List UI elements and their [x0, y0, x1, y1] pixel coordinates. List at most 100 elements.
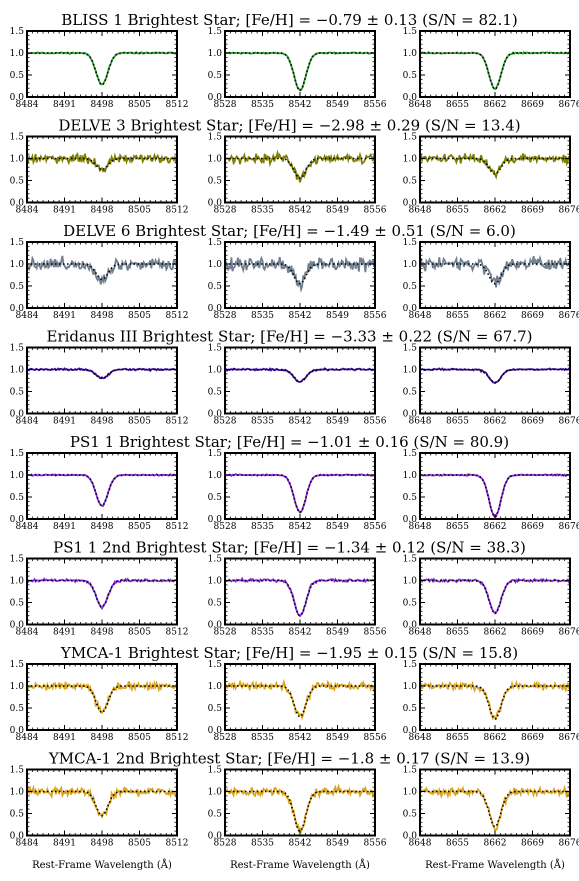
y-tick-label: 1.5	[10, 238, 25, 248]
y-tick-label: 0.5	[403, 704, 418, 714]
x-tick-label: 8676	[559, 839, 579, 849]
x-tick-label: 8648	[409, 206, 432, 216]
observed-spectrum-line	[225, 367, 375, 383]
x-tick-label: 8535	[251, 206, 274, 216]
y-tick-label: 0.0	[208, 832, 223, 842]
x-tick-label: 8662	[484, 839, 507, 849]
observed-spectrum-line	[225, 576, 375, 618]
y-tick-label: 1.5	[403, 660, 418, 670]
y-tick-label: 0.5	[208, 282, 223, 292]
x-tick-label: 8676	[559, 100, 579, 110]
spectrum-panel	[26, 768, 178, 837]
model-fit-line	[225, 52, 375, 92]
axes-frame	[224, 663, 376, 731]
y-tick-label: 1.0	[10, 49, 25, 59]
x-tick-label: 8556	[364, 628, 387, 638]
y-tick-label: 0.5	[10, 388, 25, 398]
y-tick-label: 1.0	[208, 155, 223, 165]
x-tick-label: 8491	[53, 733, 76, 743]
x-tick-label: 8528	[214, 100, 237, 110]
y-tick-label: 0.5	[10, 282, 25, 292]
x-tick-label: 8535	[251, 522, 274, 532]
axes-frame	[419, 135, 571, 204]
y-tick-label: 0.0	[10, 93, 25, 103]
x-tick-label: 8556	[364, 733, 387, 743]
y-tick-label: 1.5	[403, 766, 418, 776]
x-tick-label: 8528	[214, 733, 237, 743]
spectrum-panel	[224, 452, 376, 520]
x-tick-label: 8648	[409, 733, 432, 743]
x-tick-label: 8528	[214, 206, 237, 216]
observed-spectrum-line	[27, 784, 177, 820]
model-fit-line	[27, 52, 177, 86]
x-tick-label: 8669	[521, 628, 544, 638]
y-tick-label: 1.5	[208, 555, 223, 565]
x-tick-label: 8535	[251, 100, 274, 110]
axes-frame	[224, 241, 376, 309]
y-tick-label: 0.0	[10, 304, 25, 314]
axes-frame	[224, 30, 376, 98]
model-fit-line	[27, 474, 177, 507]
x-tick-label: 8556	[364, 206, 387, 216]
y-tick-label: 1.0	[208, 788, 223, 798]
x-tick-label: 8655	[446, 733, 469, 743]
spectrum-panel	[224, 768, 376, 837]
x-tick-label: 8549	[326, 311, 349, 321]
axes-frame	[26, 346, 178, 415]
axes-frame	[26, 452, 178, 520]
y-tick-label: 1.5	[208, 238, 223, 248]
model-fit-line	[27, 579, 177, 608]
y-tick-label: 0.5	[403, 177, 418, 187]
x-tick-label: 8498	[91, 206, 114, 216]
y-tick-label: 1.5	[208, 766, 223, 776]
axes-frame	[224, 768, 376, 837]
x-tick-label: 8669	[521, 100, 544, 110]
y-tick-label: 1.0	[10, 577, 25, 587]
x-tick-label: 8556	[364, 417, 387, 427]
x-tick-label: 8542	[289, 628, 312, 638]
y-tick-label: 0.0	[403, 515, 418, 525]
x-tick-label: 8484	[16, 839, 39, 849]
y-tick-label: 1.5	[208, 449, 223, 459]
model-fit-line	[27, 790, 177, 817]
x-tick-label: 8528	[214, 417, 237, 427]
x-tick-label: 8556	[364, 100, 387, 110]
x-tick-label: 8648	[409, 839, 432, 849]
y-tick-label: 0.5	[208, 493, 223, 503]
observed-spectrum-line	[420, 152, 570, 180]
x-tick-label: 8549	[326, 628, 349, 638]
y-tick-label: 0.5	[10, 493, 25, 503]
y-tick-label: 0.5	[403, 388, 418, 398]
x-tick-label: 8655	[446, 417, 469, 427]
observed-spectrum-line	[225, 783, 375, 835]
panel-title: PS1 1 2nd Brightest Star; [Fe/H] = −1.34…	[53, 539, 526, 557]
observed-spectrum-line	[420, 367, 570, 385]
x-tick-label: 8655	[446, 628, 469, 638]
x-tick-label: 8498	[91, 417, 114, 427]
model-fit-line	[420, 579, 570, 615]
x-tick-label: 8505	[128, 733, 151, 743]
y-tick-label: 1.0	[10, 155, 25, 165]
y-tick-label: 1.0	[10, 260, 25, 270]
x-tick-label: 8542	[289, 417, 312, 427]
x-tick-label: 8542	[289, 311, 312, 321]
x-tick-label: 8542	[289, 733, 312, 743]
spectrum-panel	[26, 346, 178, 415]
y-tick-label: 1.0	[208, 471, 223, 481]
x-tick-label: 8484	[16, 100, 39, 110]
panel-title: BLISS 1 Brightest Star; [Fe/H] = −0.79 ±…	[61, 11, 517, 29]
observed-spectrum-line	[27, 50, 177, 86]
x-tick-label: 8498	[91, 733, 114, 743]
x-tick-label: 8512	[166, 100, 189, 110]
x-tick-label: 8662	[484, 100, 507, 110]
observed-spectrum-line	[420, 254, 570, 288]
x-tick-label: 8491	[53, 628, 76, 638]
observed-spectrum-line	[27, 472, 177, 508]
x-tick-label: 8549	[326, 417, 349, 427]
model-fit-line	[225, 790, 375, 833]
model-fit-line	[27, 263, 177, 281]
y-tick-label: 0.5	[403, 282, 418, 292]
x-tick-label: 8512	[166, 417, 189, 427]
model-fit-line	[27, 368, 177, 380]
x-tick-label: 8655	[446, 522, 469, 532]
